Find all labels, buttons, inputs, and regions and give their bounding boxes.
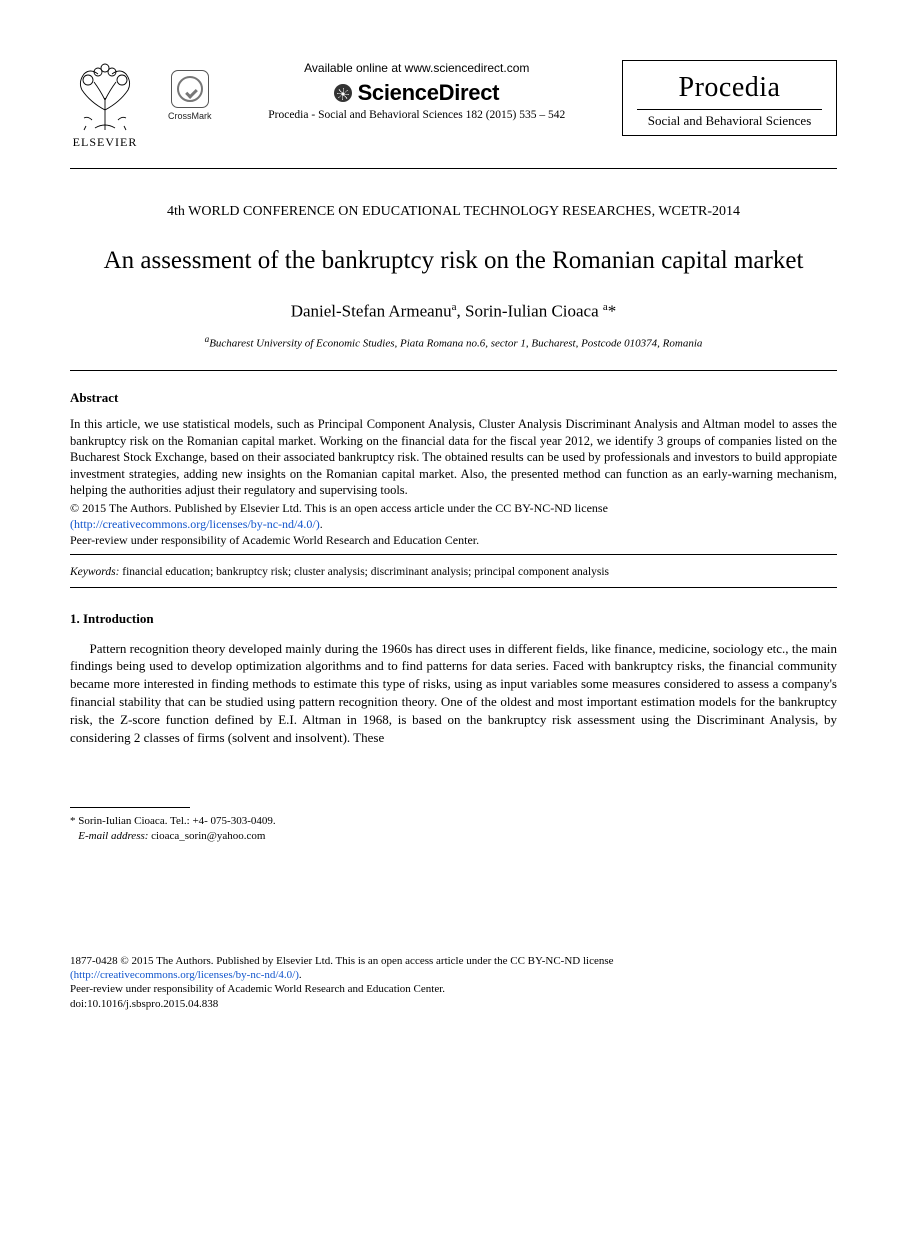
peer-review-line: Peer-review under responsibility of Acad… [70,533,479,547]
corresponding-star: * [608,301,617,320]
journal-reference: Procedia - Social and Behavioral Science… [212,108,622,124]
keywords-line: Keywords: financial education; bankruptc… [70,565,837,581]
section-1-paragraph: Pattern recognition theory developed mai… [70,640,837,748]
keywords-text: financial education; bankruptcy risk; cl… [119,566,609,578]
corresponding-author-line: * Sorin-Iulian Cioaca. Tel.: +4- 075-303… [70,814,837,829]
sciencedirect-icon [334,84,352,102]
page-header: ELSEVIER CrossMark Available online at w… [70,60,837,150]
crossmark-label: CrossMark [168,110,212,122]
license-block: © 2015 The Authors. Published by Elsevie… [70,501,837,548]
keywords-label: Keywords: [70,566,119,578]
procedia-journal-box: Procedia Social and Behavioral Sciences [622,60,837,136]
left-logo-group: ELSEVIER CrossMark [70,60,212,150]
elsevier-label: ELSEVIER [73,134,138,150]
elsevier-logo-block: ELSEVIER [70,60,140,150]
author-separator: , [457,301,466,320]
authors-line: Daniel-Stefan Armeanua, Sorin-Iulian Cio… [70,300,837,324]
sciencedirect-wordmark: ScienceDirect [358,80,500,105]
sciencedirect-logo: ScienceDirect [212,78,622,108]
author-2-name: Sorin-Iulian Cioaca [465,301,603,320]
pre-abstract-rule [70,370,837,371]
license-line1: © 2015 The Authors. Published by Elsevie… [70,501,608,515]
abstract-heading: Abstract [70,389,837,407]
author-1-name: Daniel-Stefan Armeanu [291,301,452,320]
footer-doi: doi:10.1016/j.sbspro.2015.04.838 [70,998,218,1010]
section-1-heading: 1. Introduction [70,610,837,628]
email-address: cioaca_sorin@yahoo.com [148,830,265,842]
header-center: Available online at www.sciencedirect.co… [212,60,622,123]
page-footer: 1877-0428 © 2015 The Authors. Published … [70,954,837,1011]
conference-name: 4th WORLD CONFERENCE ON EDUCATIONAL TECH… [70,203,837,222]
license-link[interactable]: (http://creativecommons.org/licenses/by-… [70,517,320,531]
procedia-title: Procedia [637,69,822,107]
keywords-bottom-rule [70,587,837,588]
affiliation-line: aBucharest University of Economic Studie… [70,333,837,352]
footer-license-suffix: . [299,969,302,981]
elsevier-tree-icon [70,60,140,132]
footer-issn-line: 1877-0428 © 2015 The Authors. Published … [70,955,614,967]
footer-license-link[interactable]: (http://creativecommons.org/licenses/by-… [70,969,299,981]
available-online-text: Available online at www.sciencedirect.co… [212,60,622,76]
footnote-block: * Sorin-Iulian Cioaca. Tel.: +4- 075-303… [70,814,837,844]
crossmark-icon [171,70,209,108]
email-line: E-mail address: cioaca_sorin@yahoo.com [70,829,837,844]
affiliation-text: Bucharest University of Economic Studies… [209,338,702,350]
article-title: An assessment of the bankruptcy risk on … [70,244,837,278]
keywords-top-rule [70,554,837,555]
procedia-subtitle: Social and Behavioral Sciences [637,109,822,130]
email-label: E-mail address: [78,830,148,842]
license-suffix: . [320,517,323,531]
crossmark-block[interactable]: CrossMark [168,70,212,122]
footnote-rule [70,807,190,808]
footer-peer-review: Peer-review under responsibility of Acad… [70,983,445,995]
header-rule [70,168,837,169]
abstract-text: In this article, we use statistical mode… [70,416,837,499]
